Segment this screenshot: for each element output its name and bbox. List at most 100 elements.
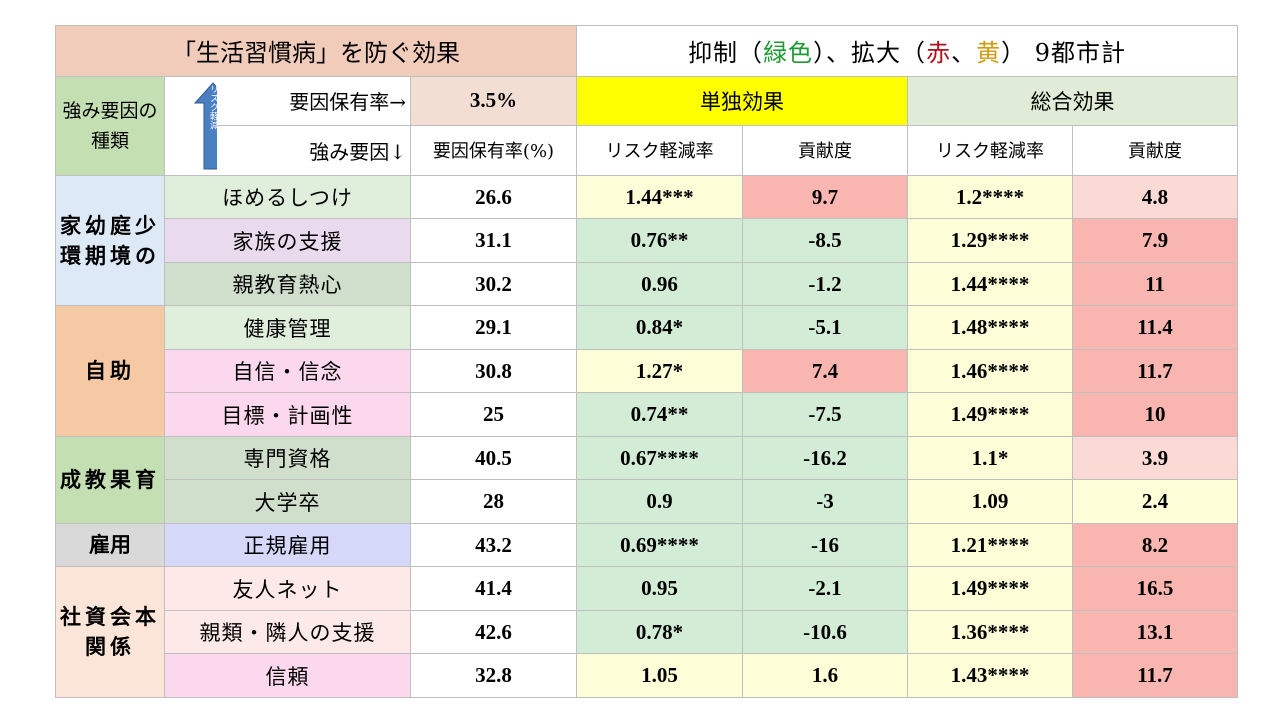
rate-cell: 32.8 (410, 653, 577, 698)
total-contrib-cell: 4.8 (1071, 174, 1239, 220)
solo-contrib-cell: -8.5 (742, 218, 908, 263)
rate-cell: 29.1 (410, 305, 577, 350)
total-contrib-cell: 11.7 (1071, 348, 1239, 394)
solo-risk-cell: 0.74** (576, 392, 743, 437)
total-risk-cell: 1.43**** (907, 653, 1073, 698)
total-contrib-cell: 16.5 (1071, 566, 1239, 611)
solo-risk-cell: 1.44*** (576, 174, 743, 220)
group-label-employment: 雇用 (55, 522, 165, 568)
col-header-total-contrib: 貢献度 (1071, 125, 1239, 176)
total-contrib-cell: 11.7 (1071, 653, 1239, 698)
table-row: 信頼 32.8 1.05 1.6 1.43**** 11.7 (56, 653, 1239, 698)
table-row: 親教育熱心 30.2 0.96 -1.2 1.44**** 11 (56, 261, 1239, 307)
table-row: 家幼庭少環期境の ほめるしつけ 26.6 1.44*** 9.7 1.2****… (55, 174, 1239, 307)
solo-risk-cell: 1.05 (576, 653, 743, 698)
group-label-education: 成教果育 (55, 435, 165, 524)
total-contrib-cell: 13.1 (1071, 609, 1239, 655)
total-contrib-cell: 11 (1071, 261, 1239, 307)
col-header-solo-contrib: 貢献度 (742, 125, 908, 176)
total-risk-cell: 1.49**** (907, 566, 1073, 611)
total-risk-cell: 1.49**** (907, 392, 1073, 437)
factor-name: 家族の支援 (164, 218, 411, 263)
total-risk-cell: 1.2**** (907, 174, 1073, 220)
col-header-solo-risk: リスク軽減率 (576, 125, 743, 176)
solo-risk-cell: 0.76** (576, 218, 743, 263)
table-row: 成教果育 専門資格 40.5 0.67**** -16.2 1.1* 3.9 (55, 435, 1239, 524)
total-risk-cell: 1.48**** (907, 305, 1073, 350)
factor-name: ほめるしつけ (164, 174, 411, 220)
total-contrib-cell: 10 (1071, 392, 1239, 437)
total-contrib-cell: 8.2 (1071, 522, 1239, 568)
overall-rate: 3.5% (410, 75, 577, 127)
table-row: 自助 健康管理 29.1 0.84* -5.1 1.48**** 11.4 (55, 305, 1239, 437)
col-header-rate: 要因保有率(%) (410, 125, 577, 176)
color-legend-title: 抑制（緑色）、拡大（赤、黄） 9都市計 (575, 25, 1239, 77)
group-type-header: 強み要因の種類 (55, 75, 165, 176)
legend-yellow-word: 黄 (976, 39, 1002, 68)
col-header-total-risk: リスク軽減率 (907, 125, 1073, 176)
total-risk-cell: 1.21**** (907, 522, 1073, 568)
solo-risk-cell: 1.27* (576, 348, 743, 394)
table-title: 「生活習慣病」を防ぐ効果 (55, 25, 577, 77)
rate-cell: 43.2 (410, 522, 577, 568)
legend-prefix: 抑制（ (688, 39, 764, 68)
rate-cell: 31.1 (410, 218, 577, 263)
table-row: 目標・計画性 25 0.74** -7.5 1.49**** 10 (56, 392, 1239, 437)
factor-name: 親教育熱心 (164, 261, 411, 307)
total-contrib-cell: 7.9 (1071, 218, 1239, 263)
solo-contrib-cell: -7.5 (742, 392, 908, 437)
factor-name: 健康管理 (164, 305, 411, 350)
rate-label: 要因保有率→ (216, 75, 411, 127)
total-risk-cell: 1.36**** (907, 609, 1073, 655)
factor-name: 大学卒 (164, 479, 411, 524)
solo-risk-cell: 0.84* (576, 305, 743, 350)
solo-contrib-cell: 1.6 (742, 653, 908, 698)
total-contrib-cell: 3.9 (1071, 435, 1239, 481)
solo-contrib-cell: -16 (742, 522, 908, 568)
rate-cell: 30.8 (410, 348, 577, 394)
total-contrib-cell: 2.4 (1071, 479, 1239, 524)
solo-risk-cell: 0.96 (576, 261, 743, 307)
rate-cell: 42.6 (410, 609, 577, 655)
group-label-social-capital: 社資会本関係 (55, 566, 165, 698)
factor-label: 強み要因↓ (216, 125, 411, 176)
solo-contrib-cell: -5.1 (742, 305, 908, 350)
solo-contrib-cell: -3 (742, 479, 908, 524)
rate-cell: 30.2 (410, 261, 577, 307)
legend-green-word: 緑色 (763, 39, 814, 68)
risk-reduction-arrow: リスク軽減 (164, 75, 217, 176)
factor-name: 親類・隣人の支援 (164, 609, 411, 655)
solo-effect-header: 単独効果 (576, 75, 908, 127)
legend-red-word: 赤 (926, 39, 952, 68)
solo-risk-cell: 0.9 (576, 479, 743, 524)
table-row: 家族の支援 31.1 0.76** -8.5 1.29**** 7.9 (56, 218, 1239, 263)
rate-cell: 28 (410, 479, 577, 524)
legend-suffix: ） 9都市計 (1001, 39, 1126, 68)
total-contrib-cell: 11.4 (1071, 305, 1239, 350)
legend-middle: ）、拡大（ (813, 39, 927, 68)
solo-risk-cell: 0.67**** (576, 435, 743, 481)
rate-cell: 40.5 (410, 435, 577, 481)
rate-cell: 41.4 (410, 566, 577, 611)
factor-name: 自信・信念 (164, 348, 411, 394)
table-row: 自信・信念 30.8 1.27* 7.4 1.46**** 11.7 (56, 348, 1239, 394)
solo-contrib-cell: 7.4 (742, 348, 908, 394)
solo-risk-cell: 0.95 (576, 566, 743, 611)
risk-effect-table: 「生活習慣病」を防ぐ効果 抑制（緑色）、拡大（赤、黄） 9都市計 強み要因の種類… (55, 25, 1239, 698)
total-risk-cell: 1.46**** (907, 348, 1073, 394)
solo-contrib-cell: -10.6 (742, 609, 908, 655)
legend-sep: 、 (951, 39, 977, 68)
factor-name: 友人ネット (164, 566, 411, 611)
factor-name: 専門資格 (164, 435, 411, 481)
table-row: 社資会本関係 友人ネット 41.4 0.95 -2.1 1.49**** 16.… (55, 566, 1239, 698)
factor-name: 正規雇用 (164, 522, 411, 568)
arrow-label: リスク軽減 (208, 84, 217, 130)
group-label-self-help: 自助 (55, 305, 165, 437)
solo-contrib-cell: -16.2 (742, 435, 908, 481)
total-risk-cell: 1.44**** (907, 261, 1073, 307)
total-risk-cell: 1.29**** (907, 218, 1073, 263)
solo-risk-cell: 0.78* (576, 609, 743, 655)
up-arrow-icon: リスク軽減 (193, 81, 217, 170)
total-risk-cell: 1.1* (907, 435, 1073, 481)
factor-name: 目標・計画性 (164, 392, 411, 437)
